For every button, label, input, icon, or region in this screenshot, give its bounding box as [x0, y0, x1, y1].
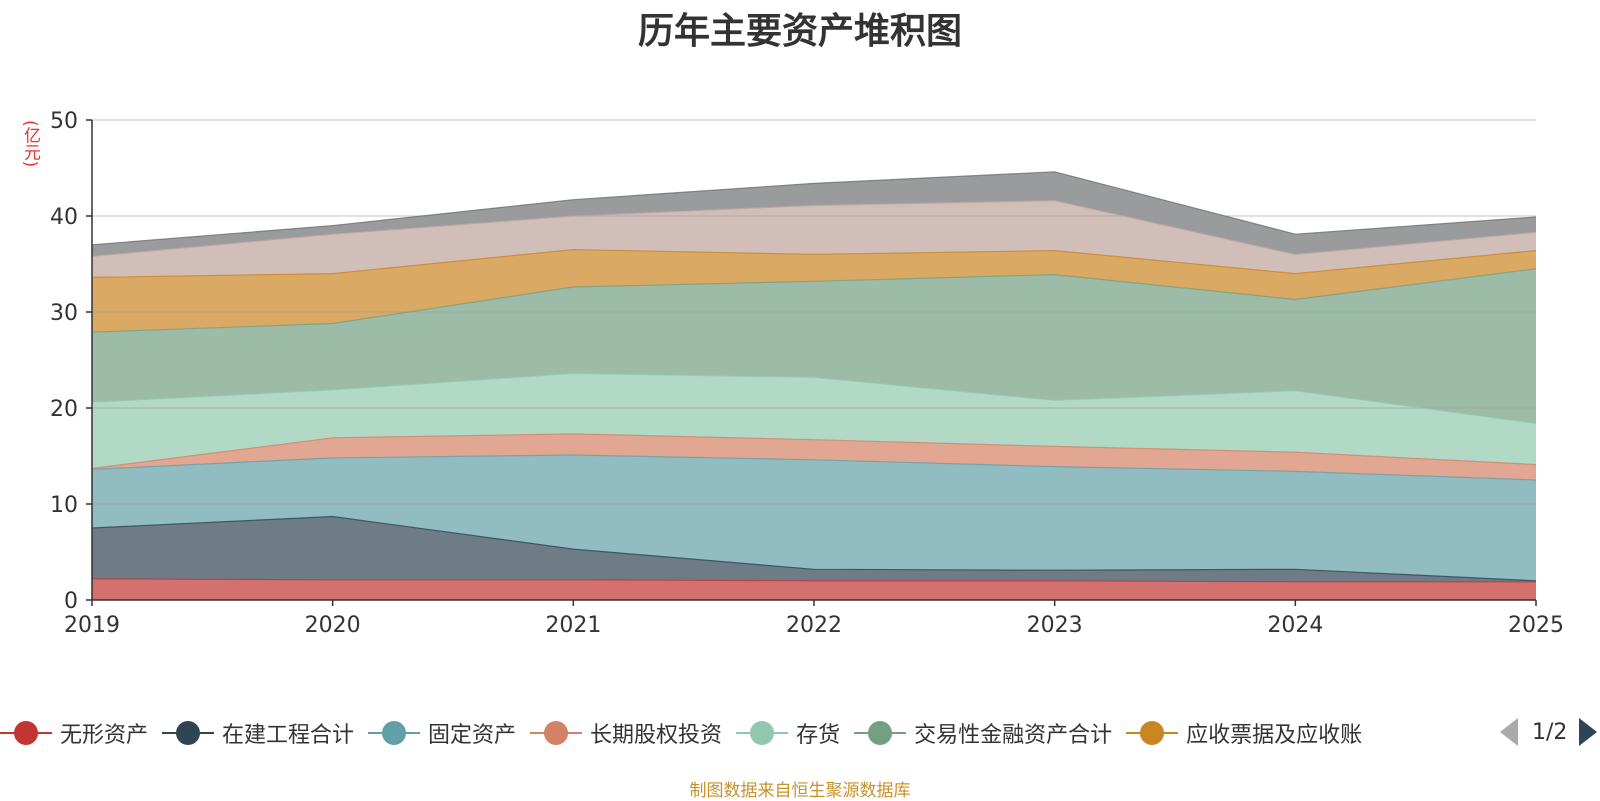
legend-label: 长期股权投资: [590, 723, 723, 748]
stacked-area-chart: 0 10 20 30 40 50 2019 2020 2021 2022 2023 2024 2025: [50, 109, 1564, 638]
y-tick-label: 20: [50, 397, 78, 422]
data-source-note: 制图数据来自恒生聚源数据库: [689, 781, 911, 801]
legend-label: 存货: [796, 723, 841, 748]
legend-marker-icon: [368, 721, 421, 745]
legend-marker-icon: [1126, 721, 1179, 745]
legend-label: 固定资产: [428, 723, 517, 748]
legend-prev-page-icon[interactable]: [1500, 718, 1518, 746]
y-tick-label: 0: [64, 589, 78, 614]
area-series-3: [92, 455, 1536, 581]
legend-next-page-icon[interactable]: [1579, 718, 1598, 746]
series-line-9: [91, 171, 1537, 246]
series-line-4: [91, 433, 1537, 470]
legend-marker-icon: [736, 721, 789, 745]
x-tick-label: 2019: [64, 613, 120, 638]
series-line-2: [91, 515, 1537, 582]
legend-item-4[interactable]: 长期股权投资: [530, 717, 722, 749]
legend-label: 应收票据及应收账: [1186, 723, 1363, 748]
x-tick-label: 2020: [305, 613, 361, 638]
legend-pager: 1/2: [1500, 718, 1598, 746]
legend-label: 无形资产: [60, 723, 149, 748]
x-tick-label: 2024: [1267, 613, 1323, 638]
legend-marker-icon: [162, 721, 215, 745]
area-series-9: [92, 171, 1536, 257]
series-line-7: [91, 248, 1537, 278]
x-tick-label: 2025: [1508, 613, 1564, 638]
area-series-6: [92, 268, 1536, 424]
x-tick-label: 2023: [1027, 613, 1083, 638]
series-line-5: [91, 372, 1537, 424]
y-tick-label: 30: [50, 301, 78, 326]
x-tick-label: 2021: [545, 613, 601, 638]
area-series-1: [92, 578, 1536, 600]
legend-item-7[interactable]: 应收票据及应收账: [1126, 717, 1362, 749]
legend-item-6[interactable]: 交易性金融资产合计: [854, 717, 1112, 749]
area-series-8: [92, 200, 1536, 278]
series-line-1: [91, 578, 1536, 583]
y-tick-label: 50: [50, 109, 78, 134]
legend-label: 在建工程合计: [222, 723, 355, 748]
area-series-5: [92, 373, 1536, 469]
series-line-8: [91, 199, 1537, 257]
legend: 无形资产 在建工程合计 固定资产 长期股权投资 存货 交易性金融资产合计 应收票据及应收账: [0, 716, 1376, 750]
y-tick-label: 40: [50, 205, 78, 230]
chart-title: 历年主要资产堆积图: [637, 11, 962, 52]
y-tick-label: 10: [50, 493, 78, 518]
legend-label: 交易性金融资产合计: [914, 723, 1113, 748]
legend-item-2[interactable]: 在建工程合计: [162, 717, 354, 749]
legend-item-3[interactable]: 固定资产: [368, 717, 516, 749]
area-series-7: [92, 249, 1536, 333]
series-line-3: [91, 454, 1537, 481]
x-tick-label: 2022: [786, 613, 842, 638]
legend-item-5[interactable]: 存货: [736, 717, 840, 749]
series-line-6: [91, 268, 1537, 333]
legend-marker-icon: [530, 721, 583, 745]
legend-item-1[interactable]: 无形资产: [0, 717, 148, 749]
legend-marker-icon: [854, 721, 907, 745]
y-axis-unit-label: (亿元): [20, 120, 40, 168]
legend-marker-icon: [0, 721, 52, 745]
legend-page-indicator: 1/2: [1532, 719, 1568, 745]
